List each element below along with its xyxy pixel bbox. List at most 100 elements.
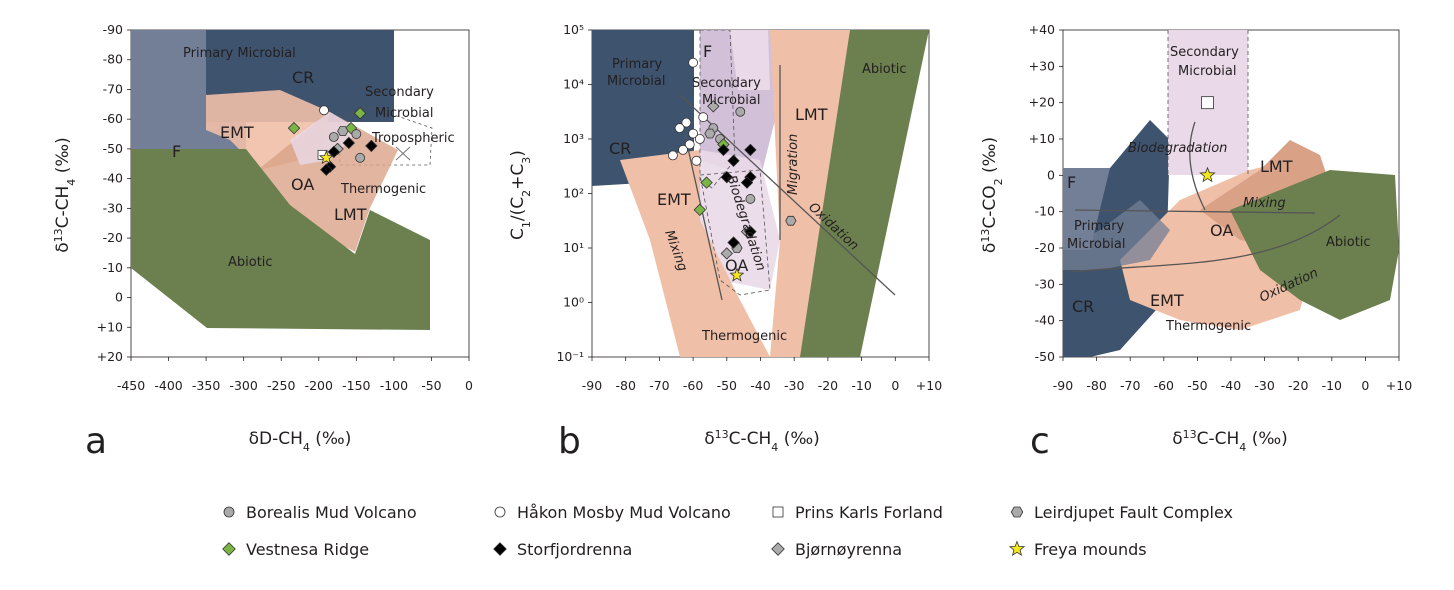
a-ytick-label: -40 [103, 171, 123, 186]
points-b [667, 57, 797, 282]
b-label-thermo: Thermogenic [701, 329, 787, 344]
c-label-primary-1: Primary [1074, 219, 1125, 234]
legend-label: Håkon Mosby Mud Volcano [517, 503, 731, 522]
b-label-LMT: LMT [795, 105, 828, 124]
a-ytick-label: -10 [103, 260, 123, 275]
panel-letter-c: c [1030, 421, 1050, 462]
a-ytick-label: -50 [103, 141, 123, 156]
c-label-primary-2: Microbial [1067, 237, 1125, 252]
a-label-tropo: Tropospheric [371, 131, 455, 146]
point-b [720, 247, 733, 260]
point-a [351, 129, 362, 139]
c-xtick-label: -50 [1187, 378, 1207, 393]
c-ytick-label: -40 [1035, 313, 1055, 328]
point-b [684, 139, 695, 150]
point-b [745, 194, 756, 204]
c-xtick-label: 0 [1361, 378, 1369, 393]
point-b [698, 112, 709, 123]
a-xtick-label: -150 [342, 378, 370, 393]
region-a-OA [290, 112, 360, 165]
legend-marker-diamond [222, 542, 236, 556]
point-b [785, 215, 797, 226]
b-label-secondary-1: Secondary [692, 76, 761, 91]
point-b [735, 106, 746, 117]
b-label-CR: CR [609, 139, 631, 158]
c-ytick-label: +10 [1029, 131, 1055, 146]
legend-label: Borealis Mud Volcano [246, 503, 417, 522]
b-ytick-label: 10³ [563, 131, 584, 146]
c-label-abiotic: Abiotic [1326, 235, 1371, 250]
c-ytick-label: 0 [1047, 167, 1055, 182]
legend-item: Freya mounds [1008, 540, 1147, 559]
legend-item: Prins Karls Forland [772, 503, 943, 522]
point-c [1201, 96, 1214, 110]
c-ytick-label: -20 [1035, 240, 1055, 255]
legend-item: Borealis Mud Volcano [223, 503, 417, 522]
b-xtick-label: -70 [649, 378, 669, 393]
c-label-CR: CR [1072, 297, 1094, 316]
a-ytick-label: -30 [103, 200, 123, 215]
panel-letter-a: a [85, 421, 107, 462]
legend-label: Prins Karls Forland [795, 503, 943, 522]
a-label-primary: Primary Microbial [183, 46, 296, 61]
a-xtick-label: -50 [421, 378, 441, 393]
ticks-c: -90 -80 -70 -60 -50 -40 -30 -20 -10 0 +10 +40 +30 +20… [1029, 22, 1413, 393]
a-ytick-label: -80 [103, 52, 123, 67]
point-b [717, 143, 730, 157]
point-b [744, 143, 757, 157]
points-c [1199, 96, 1216, 183]
b-arrow-mixing [684, 134, 723, 301]
c-ytick-label: +40 [1029, 22, 1055, 37]
point-a [342, 136, 356, 150]
point-b [693, 203, 707, 217]
c-xtick-label: -20 [1288, 378, 1308, 393]
b-ytick-label: 10⁵ [563, 22, 584, 37]
region-b-CR [592, 30, 694, 186]
a-ytick-label: -90 [103, 22, 123, 37]
legend-marker-circle [223, 506, 235, 518]
legend-marker-star [1008, 540, 1026, 556]
b-xtick-label: -60 [683, 378, 703, 393]
c-xlabel: δ13C-CH4 (‰) [1172, 428, 1288, 454]
a-ytick-label: 0 [115, 290, 123, 305]
point-b [700, 176, 713, 189]
point-b [707, 100, 720, 113]
legend-label: Storfjordrenna [517, 540, 632, 559]
legend-item: Leirdjupet Fault Complex [1010, 503, 1233, 522]
region-b-OA [700, 150, 780, 290]
a-ytick-label: -60 [103, 111, 123, 126]
a-label-secondary-1: Secondary [365, 85, 434, 100]
b-ytick-label: 10² [563, 186, 584, 201]
point-b [740, 176, 754, 189]
c-xtick-label: -60 [1154, 378, 1174, 393]
point-b [720, 170, 733, 184]
b-ytick-label: 10⁰ [563, 295, 584, 310]
points-a [287, 105, 378, 176]
c-ytick-label: -50 [1035, 349, 1055, 364]
c-ylabel: δ13C-CO2 (‰) [979, 137, 1005, 253]
c-ytick-label: +30 [1029, 58, 1055, 73]
b-xtick-label: -20 [818, 378, 838, 393]
b-xtick-label: -80 [615, 378, 635, 393]
a-label-LMT: LMT [334, 205, 367, 224]
b-label-F: F [703, 42, 712, 61]
a-xtick-label: -200 [305, 378, 333, 393]
c-ytick-label: -10 [1035, 204, 1055, 219]
c-label-secondary-2: Microbial [1178, 64, 1236, 79]
a-xtick-label: 0 [465, 378, 473, 393]
region-c-abiotic [1230, 170, 1399, 320]
legend-item: Bjørnøyrenna [771, 540, 902, 559]
c-xtick-label: +10 [1386, 378, 1412, 393]
point-b [729, 267, 745, 282]
legend-item: Vestnesa Ridge [222, 540, 369, 559]
legend-label: Vestnesa Ridge [246, 540, 369, 559]
point-b [688, 57, 698, 68]
panel-c: Secondary Microbial F LMT Primary Microb… [979, 22, 1413, 462]
c-arrow-oxidation [1069, 214, 1341, 273]
a-label-thermo: Thermogenic [340, 182, 426, 197]
legend-marker-square [772, 506, 784, 518]
legend-marker-circle [494, 506, 506, 518]
b-label-primary-1: Primary [612, 57, 663, 72]
region-a-abiotic [131, 149, 430, 330]
point-a [337, 126, 349, 137]
